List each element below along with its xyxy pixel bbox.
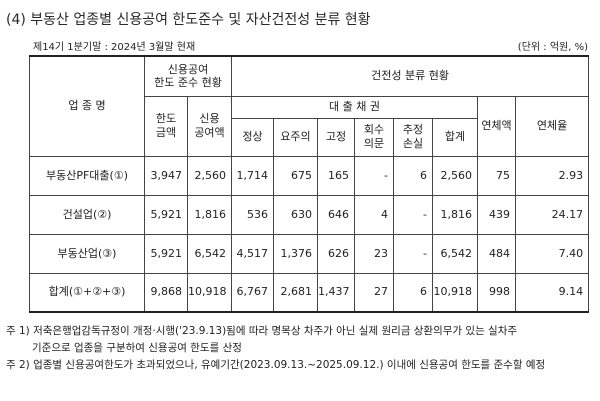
header-soundness-group: 건전성 분류 현황	[230, 55, 590, 97]
cell-credit: 1,816	[187, 194, 232, 235]
cell-doubtful: 23	[354, 233, 394, 274]
cell-credit: 2,560	[187, 155, 232, 196]
cell-sum: 6,542	[432, 233, 478, 274]
row-name: 부동산PF대출(①)	[29, 155, 145, 196]
row-name: 건설업(②)	[29, 194, 145, 235]
cell-credit: 10,918	[187, 272, 232, 313]
cell-watch: 630	[273, 194, 318, 235]
cell-normal: 4,517	[231, 233, 274, 274]
header-limit-group: 신용공여 한도 준수 현황	[144, 55, 232, 97]
cell-fixed: 626	[317, 233, 355, 274]
cell-limit: 5,921	[144, 233, 188, 274]
header-doubtful: 회수 의문	[354, 117, 394, 157]
cell-loss: -	[393, 194, 433, 235]
report-title: (4) 부동산 업종별 신용공여 한도준수 및 자산건전성 분류 현황	[6, 12, 371, 28]
cell-fixed: 646	[317, 194, 355, 235]
cell-watch: 2,681	[273, 272, 318, 313]
cell-overdue: 484	[477, 233, 516, 274]
cell-overdue: 75	[477, 155, 516, 196]
footnote-2: 주 2) 업종별 신용공여한도가 초과되었으나, 유예기간(2023.09.13…	[6, 359, 546, 371]
cell-overdue: 439	[477, 194, 516, 235]
table-row: 부동산PF대출(①) 3,947 2,560 1,714 675 165 - 6…	[29, 155, 590, 196]
credit-limit-table: 업 종 명 신용공여 한도 준수 현황 건전성 분류 현황 한도 금액 신용 공…	[29, 55, 590, 313]
cell-overdue: 998	[477, 272, 516, 313]
cell-watch: 675	[273, 155, 318, 196]
cell-doubtful: -	[354, 155, 394, 196]
cell-limit: 3,947	[144, 155, 188, 196]
table-row: 건설업(②) 5,921 1,816 536 630 646 4 - 1,816…	[29, 194, 590, 235]
row-name: 부동산업(③)	[29, 233, 145, 274]
period-label: 제14기 1분기말 : 2024년 3월말 현재	[33, 42, 196, 53]
footnote-1-cont: 기준으로 업종을 구분하여 신용공여 한도를 산정	[32, 342, 242, 354]
cell-doubtful: 27	[354, 272, 394, 313]
unit-label: (단위 : 억원, %)	[517, 42, 588, 53]
cell-fixed: 1,437	[317, 272, 355, 313]
cell-normal: 536	[231, 194, 274, 235]
header-watch: 요주의	[273, 117, 318, 157]
cell-rate: 24.17	[514, 194, 590, 235]
cell-sum: 2,560	[432, 155, 478, 196]
cell-loss: 6	[393, 272, 433, 313]
cell-doubtful: 4	[354, 194, 394, 235]
cell-normal: 6,767	[231, 272, 274, 313]
cell-rate: 2.93	[514, 155, 590, 196]
cell-normal: 1,714	[231, 155, 274, 196]
table-row: 부동산업(③) 5,921 6,542 4,517 1,376 626 23 -…	[29, 233, 590, 274]
cell-watch: 1,376	[273, 233, 318, 274]
cell-sum: 10,918	[432, 272, 478, 313]
row-name: 합계(①+②+③)	[29, 272, 145, 313]
table-row-total: 합계(①+②+③) 9,868 10,918 6,767 2,681 1,437…	[29, 272, 590, 313]
header-sum: 합계	[432, 117, 478, 157]
cell-rate: 9.14	[514, 272, 590, 313]
header-fixed: 고정	[317, 117, 355, 157]
cell-fixed: 165	[317, 155, 355, 196]
cell-limit: 9,868	[144, 272, 188, 313]
header-overdue-rate: 연체율	[514, 95, 590, 157]
header-normal: 정상	[231, 117, 274, 157]
header-overdue-amount: 연체액	[477, 95, 516, 157]
cell-loss: 6	[393, 155, 433, 196]
header-category: 업 종 명	[29, 55, 145, 157]
cell-credit: 6,542	[187, 233, 232, 274]
header-loans-group: 대 출 채 권	[231, 95, 478, 119]
cell-limit: 5,921	[144, 194, 188, 235]
header-limit-amount: 한도 금액	[144, 95, 188, 157]
footnotes: 주 1) 저축은행업감독규정이 개정·시행('23.9.13)됨에 따라 명목상…	[6, 323, 545, 374]
header-credit-amount: 신용 공여액	[187, 95, 232, 157]
footnote-1: 주 1) 저축은행업감독규정이 개정·시행('23.9.13)됨에 따라 명목상…	[6, 325, 518, 337]
header-est-loss: 추정 손실	[393, 117, 433, 157]
cell-rate: 7.40	[514, 233, 590, 274]
cell-sum: 1,816	[432, 194, 478, 235]
cell-loss: -	[393, 233, 433, 274]
